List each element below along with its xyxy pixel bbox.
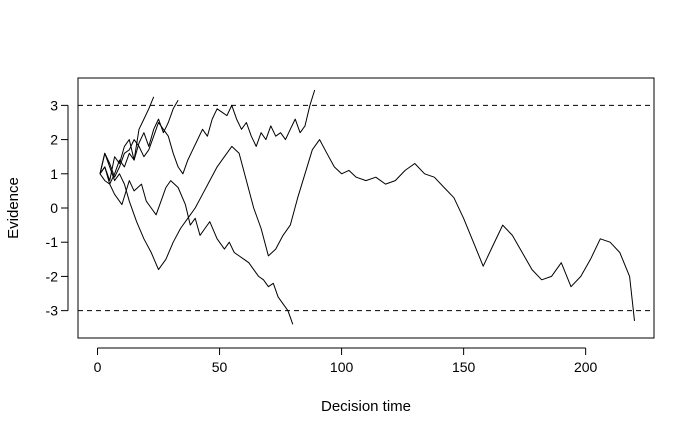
y-tick-label-6: 3 [50,97,58,113]
y-axis: -3 -2 -1 0 1 2 3 [46,97,69,319]
x-tick-label-1: 50 [212,359,228,375]
plot-frame [77,77,655,339]
x-tick-label-2: 100 [330,359,354,375]
x-tick-label-0: 0 [94,359,102,375]
y-tick-label-3: 0 [50,200,58,216]
x-axis-label: Decision time [321,398,411,415]
series-line-1 [99,96,155,182]
series-line-3 [99,173,294,325]
series-line-4 [99,89,316,178]
series-group [99,89,635,325]
x-axis: 0 50 100 150 200 [94,347,598,375]
y-axis-label: Evidence [5,177,22,239]
y-tick-label-1: -2 [46,268,59,284]
threshold-lines [78,104,654,312]
x-tick-label-4: 200 [574,359,598,375]
series-line-5 [99,139,635,321]
x-tick-label-3: 150 [452,359,476,375]
y-tick-label-4: 1 [50,166,58,182]
y-tick-label-0: -3 [46,303,59,319]
y-tick-label-2: -1 [46,234,59,250]
y-tick-label-5: 2 [50,132,58,148]
